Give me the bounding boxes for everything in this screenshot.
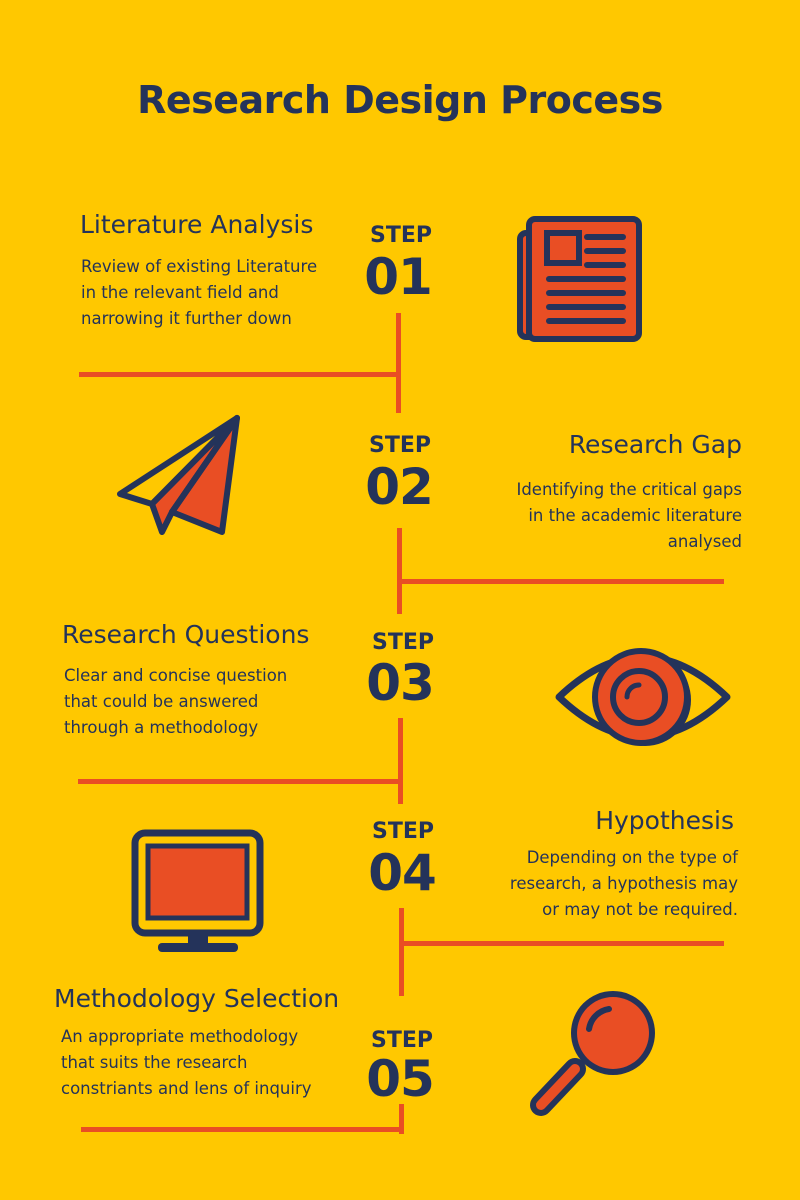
timeline-branch bbox=[78, 779, 402, 784]
step-05-label: STEP bbox=[370, 1028, 433, 1053]
description-line: Depending on the type of bbox=[526, 848, 738, 867]
step-02-heading: Research Gap bbox=[568, 430, 742, 459]
timeline-segment bbox=[399, 1104, 404, 1134]
step-01-label: STEP bbox=[369, 223, 432, 248]
description-line: in the relevant field and bbox=[81, 283, 279, 302]
description-line: that suits the research bbox=[61, 1053, 248, 1072]
timeline-segment bbox=[398, 718, 403, 804]
description-line: that could be answered bbox=[64, 692, 259, 711]
step-01-description: Review of existing Literature in the rel… bbox=[81, 254, 381, 332]
description-line: Clear and concise question bbox=[64, 666, 288, 685]
step-01-number: 01 bbox=[364, 248, 433, 306]
step-02-number: 02 bbox=[365, 458, 434, 516]
timeline-branch bbox=[81, 1127, 404, 1132]
page-title: Research Design Process bbox=[137, 78, 663, 122]
step-02-description: Identifying the critical gaps in the aca… bbox=[442, 477, 742, 555]
step-05-heading: Methodology Selection bbox=[54, 984, 340, 1013]
step-03-label: STEP bbox=[371, 630, 434, 655]
description-line: constriants and lens of inquiry bbox=[61, 1079, 312, 1098]
newspaper-icon bbox=[517, 216, 642, 342]
step-05-description: An appropriate methodology that suits th… bbox=[61, 1024, 361, 1102]
timeline-segment bbox=[397, 528, 402, 614]
timeline-branch bbox=[397, 579, 724, 584]
timeline-segment bbox=[396, 313, 401, 413]
magnifying-glass-icon bbox=[530, 991, 655, 1116]
description-line: through a methodology bbox=[64, 718, 259, 737]
description-line: analysed bbox=[667, 532, 742, 551]
step-01-heading: Literature Analysis bbox=[80, 210, 314, 239]
description-line: research, a hypothesis may bbox=[509, 874, 738, 893]
step-03-heading: Research Questions bbox=[62, 620, 310, 649]
step-04-number: 04 bbox=[368, 844, 437, 902]
description-line: narrowing it further down bbox=[81, 309, 292, 328]
step-03-number: 03 bbox=[366, 654, 435, 712]
description-line: Review of existing Literature bbox=[81, 257, 318, 276]
description-line: or may not be required. bbox=[542, 900, 738, 919]
monitor-icon bbox=[131, 829, 264, 952]
paper-plane-icon bbox=[117, 415, 240, 535]
step-03-description: Clear and concise question that could be… bbox=[64, 663, 364, 741]
step-04-description: Depending on the type of research, a hyp… bbox=[438, 845, 738, 923]
timeline-branch bbox=[399, 941, 724, 946]
step-04-label: STEP bbox=[371, 819, 434, 844]
step-05-number: 05 bbox=[366, 1050, 435, 1108]
timeline-segment bbox=[399, 908, 404, 996]
description-line: in the academic literature bbox=[528, 506, 742, 525]
step-04-heading: Hypothesis bbox=[595, 806, 734, 835]
description-line: Identifying the critical gaps bbox=[516, 480, 742, 499]
step-02-label: STEP bbox=[368, 433, 431, 458]
eye-icon bbox=[555, 648, 731, 746]
timeline-branch bbox=[79, 372, 399, 377]
description-line: An appropriate methodology bbox=[61, 1027, 299, 1046]
